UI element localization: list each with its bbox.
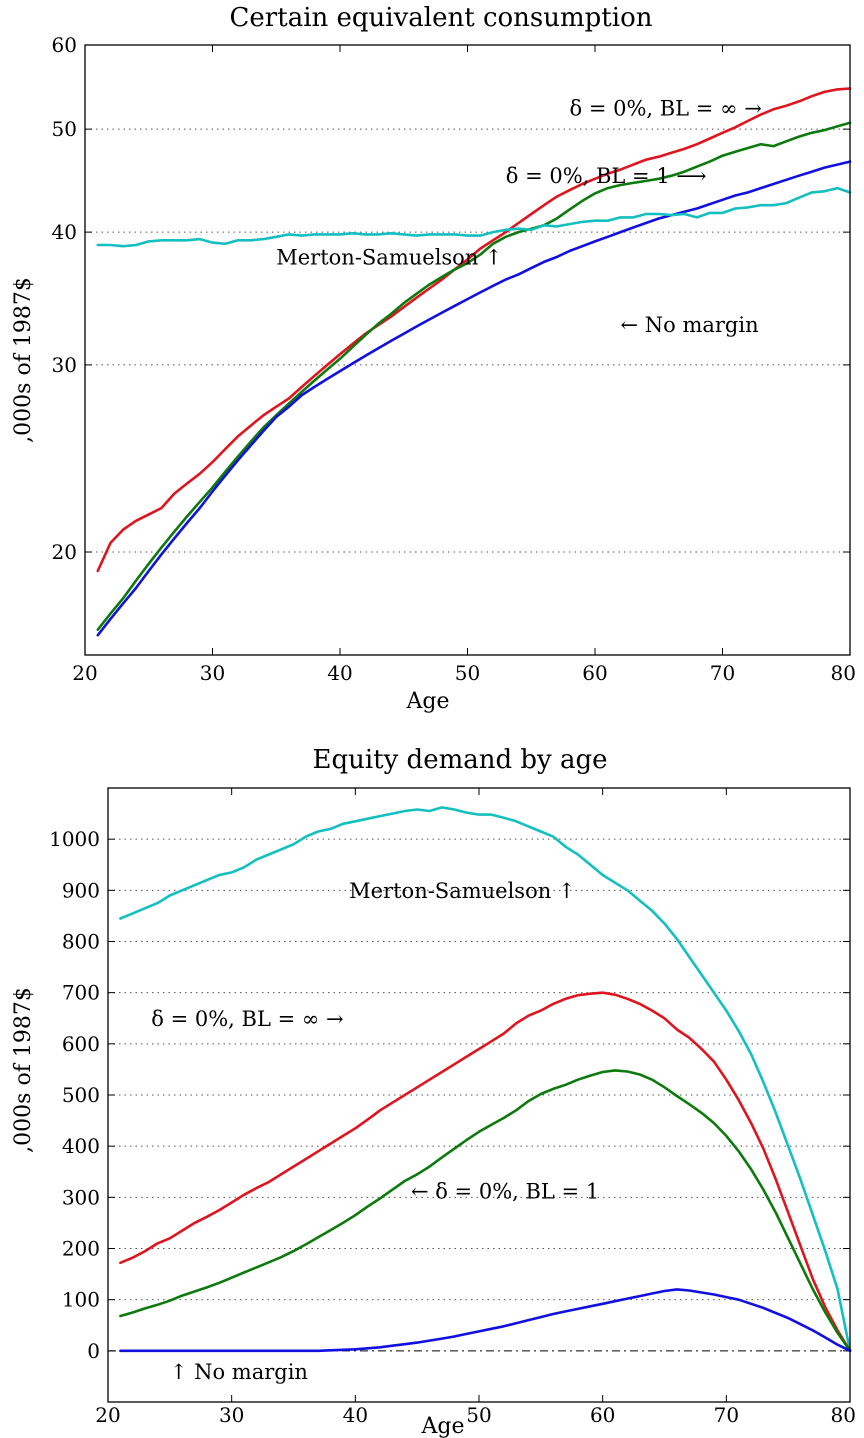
consumption-series-line-1 <box>96 87 852 573</box>
equity-plot-area: 20 30 40 50 60 70 8001002003004005006007008009… <box>49 788 856 1427</box>
equity-series-line-3 <box>119 1069 852 1353</box>
equity-series-line-1 <box>119 806 852 1353</box>
consumption-y-tick-label: 20 <box>52 540 77 564</box>
consumption-y-tick-label: 30 <box>52 353 77 377</box>
equity-annotation: ↑ No margin <box>170 1360 308 1384</box>
equity-x-tick-label: 80 <box>831 1403 856 1427</box>
equity-y-tick-label: 100 <box>62 1288 100 1312</box>
equity-y-tick-label: 700 <box>62 981 100 1005</box>
equity-y-tick-label: 300 <box>62 1185 100 1209</box>
consumption-x-tick-label: 50 <box>455 661 480 685</box>
equity-y-tick-label: 1000 <box>49 827 100 851</box>
equity-x-tick-label: 50 <box>466 1403 491 1427</box>
equity-series-line-2 <box>119 991 852 1353</box>
consumption-x-tick-label: 40 <box>327 661 352 685</box>
equity-plot-frame <box>107 787 851 1403</box>
consumption-x-tick-label: 30 <box>200 661 225 685</box>
consumption-x-tick-label: 70 <box>710 661 735 685</box>
equity-annotation: ← δ = 0%, BL = 1 <box>411 1179 599 1203</box>
consumption-y-tick-label: 60 <box>52 33 77 57</box>
consumption-plot-frame <box>84 44 851 656</box>
equity-y-tick-label: 200 <box>62 1237 100 1261</box>
equity-y-tick-label: 0 <box>87 1339 100 1363</box>
equity-y-tick-label: 500 <box>62 1083 100 1107</box>
consumption-series-line-4 <box>96 186 852 248</box>
consumption-y-tick-label: 50 <box>52 117 77 141</box>
consumption-x-tick-label: 20 <box>72 661 97 685</box>
equity-x-tick-label: 70 <box>714 1403 739 1427</box>
consumption-series-line-2 <box>96 121 852 632</box>
equity-annotation: δ = 0%, BL = ∞ → <box>151 1007 343 1031</box>
consumption-annotation: Merton-Samuelson ↑ <box>276 245 502 269</box>
equity-chart-title: Equity demand by age <box>312 745 607 775</box>
equity-x-tick-label: 40 <box>343 1403 368 1427</box>
consumption-chart-title: Certain equivalent consumption <box>230 3 653 33</box>
equity-x-axis-label: Age <box>421 1414 465 1438</box>
consumption-chart: Certain equivalent consumption 20 30 40 50 6… <box>11 3 856 714</box>
consumption-annotation: δ = 0%, BL = 1 ⟶ <box>506 164 707 188</box>
consumption-x-tick-label: 80 <box>831 661 856 685</box>
equity-y-tick-label: 400 <box>62 1134 100 1158</box>
equity-x-tick-label: 20 <box>95 1403 120 1427</box>
consumption-y-axis-label: ,000s of 1987$ <box>11 277 36 443</box>
consumption-x-tick-label: 60 <box>582 661 607 685</box>
equity-demand-chart: Equity demand by age 20 30 40 50 60 70 8001002… <box>11 745 856 1438</box>
equity-y-tick-label: 900 <box>62 878 100 902</box>
equity-x-tick-label: 30 <box>219 1403 244 1427</box>
equity-y-axis-label: ,000s of 1987$ <box>11 987 36 1153</box>
equity-y-tick-label: 600 <box>62 1032 100 1056</box>
equity-x-tick-label: 60 <box>590 1403 615 1427</box>
equity-annotation: Merton-Samuelson ↑ <box>349 879 575 903</box>
equity-series-line-4 <box>119 1288 852 1353</box>
consumption-plot-area: 20 30 40 50 60 70 80 20 30 40 50 60 δ = 0%, BL = ∞ →… <box>52 33 856 685</box>
consumption-y-tick-label: 40 <box>52 220 77 244</box>
equity-y-tick-label: 800 <box>62 930 100 954</box>
consumption-annotation: ← No margin <box>621 313 759 337</box>
consumption-annotation: δ = 0%, BL = ∞ → <box>570 97 762 121</box>
consumption-x-axis-label: Age <box>406 689 450 714</box>
consumption-series-line-3 <box>96 160 852 637</box>
